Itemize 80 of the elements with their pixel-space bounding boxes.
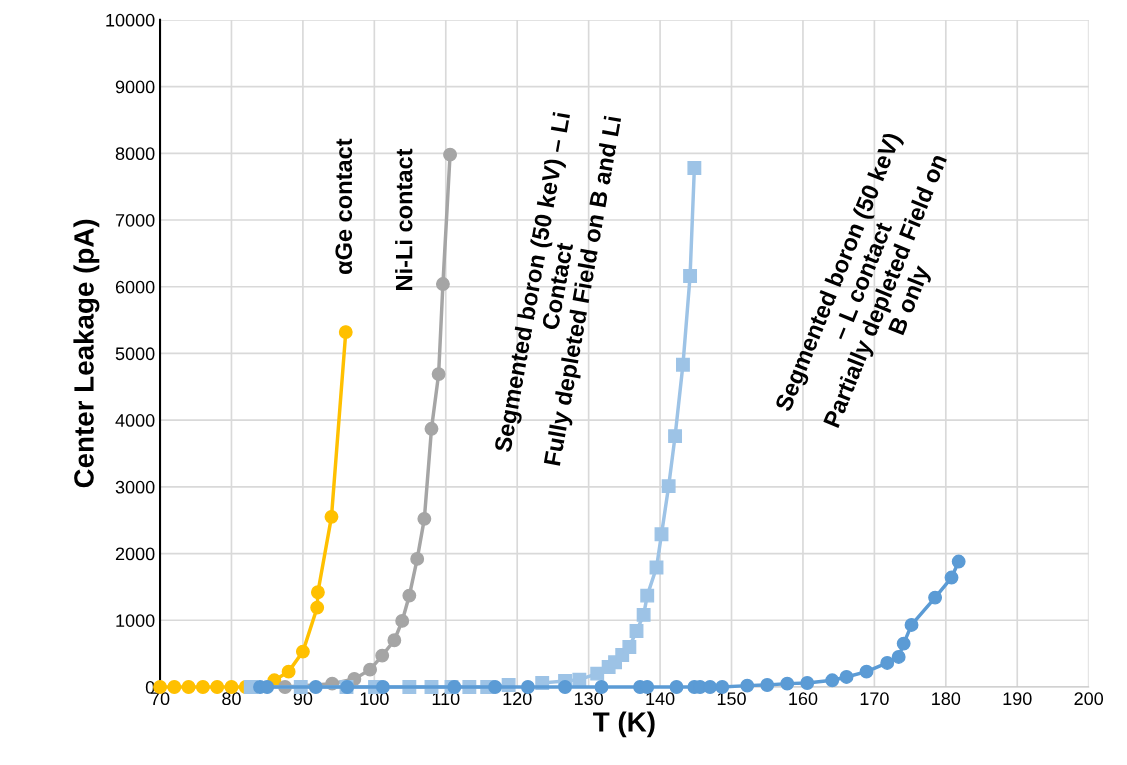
point xyxy=(649,560,664,575)
point xyxy=(310,600,325,615)
x-tick-label: 130 xyxy=(574,692,603,706)
point xyxy=(687,161,702,175)
y-tick-label: 10000 xyxy=(106,13,155,27)
point xyxy=(904,617,919,632)
point xyxy=(896,636,911,651)
point xyxy=(683,269,698,283)
annotation: αGe contact xyxy=(335,138,353,275)
y-tick-label: 2000 xyxy=(115,547,155,561)
point xyxy=(310,585,325,600)
point xyxy=(210,680,225,694)
x-tick-label: 70 xyxy=(150,692,170,706)
point xyxy=(308,680,323,694)
x-tick-label: 140 xyxy=(646,692,675,706)
point xyxy=(375,648,390,663)
point xyxy=(295,644,310,659)
point xyxy=(402,588,417,603)
point xyxy=(825,673,840,688)
point xyxy=(195,680,210,694)
point xyxy=(443,147,458,162)
point xyxy=(740,678,755,693)
y-tick-label: 5000 xyxy=(115,347,155,361)
point xyxy=(675,357,690,372)
x-tick-label: 200 xyxy=(1074,692,1104,706)
point xyxy=(951,554,966,569)
point xyxy=(859,664,874,679)
point xyxy=(363,662,377,677)
y-tick-label: 0 xyxy=(145,680,155,694)
point xyxy=(424,421,439,436)
x-tick-label: 150 xyxy=(717,692,746,706)
point xyxy=(668,429,683,444)
annotation: Segmented boron (50 keV) – Li Contact Fully depleted Field on B and Li xyxy=(493,112,626,467)
point xyxy=(488,680,503,694)
point xyxy=(636,607,651,622)
point xyxy=(880,656,895,670)
x-axis-title: T (K) xyxy=(593,711,655,738)
annotation: Ni-Li contact xyxy=(395,148,413,290)
point xyxy=(839,670,854,684)
x-tick-label: 80 xyxy=(222,692,241,706)
point xyxy=(395,613,410,628)
x-tick-label: 170 xyxy=(860,692,889,706)
point xyxy=(435,277,450,291)
point xyxy=(324,509,339,524)
y-tick-label: 6000 xyxy=(115,280,155,294)
x-tick-label: 160 xyxy=(789,692,818,706)
point xyxy=(622,640,637,654)
y-tick-label: 8000 xyxy=(115,147,155,161)
x-tick-label: 190 xyxy=(1003,692,1032,706)
point xyxy=(594,680,609,694)
point xyxy=(590,666,605,681)
point xyxy=(891,650,906,664)
point xyxy=(629,623,644,638)
y-tick-label: 3000 xyxy=(115,480,155,494)
point xyxy=(338,325,353,340)
point xyxy=(780,676,795,691)
point xyxy=(167,680,182,694)
point xyxy=(661,479,676,494)
point xyxy=(703,680,718,694)
point xyxy=(431,367,446,382)
point xyxy=(281,664,296,679)
point xyxy=(944,570,959,585)
y-axis-title: Center Leakage (pA) xyxy=(73,219,100,488)
point xyxy=(669,680,684,694)
point xyxy=(181,680,196,694)
point xyxy=(387,633,402,648)
point xyxy=(760,678,775,692)
y-tick-label: 7000 xyxy=(115,213,155,227)
y-tick-label: 4000 xyxy=(115,414,155,427)
point xyxy=(800,676,815,690)
point xyxy=(558,680,573,694)
y-tick-label: 1000 xyxy=(116,614,155,627)
y-tick-label: 9000 xyxy=(115,80,155,94)
point xyxy=(928,590,943,605)
point xyxy=(640,588,655,603)
point xyxy=(410,551,425,566)
point xyxy=(654,527,669,542)
point xyxy=(417,511,432,526)
x-tick-label: 180 xyxy=(932,692,961,706)
x-tick-label: 120 xyxy=(503,692,532,706)
